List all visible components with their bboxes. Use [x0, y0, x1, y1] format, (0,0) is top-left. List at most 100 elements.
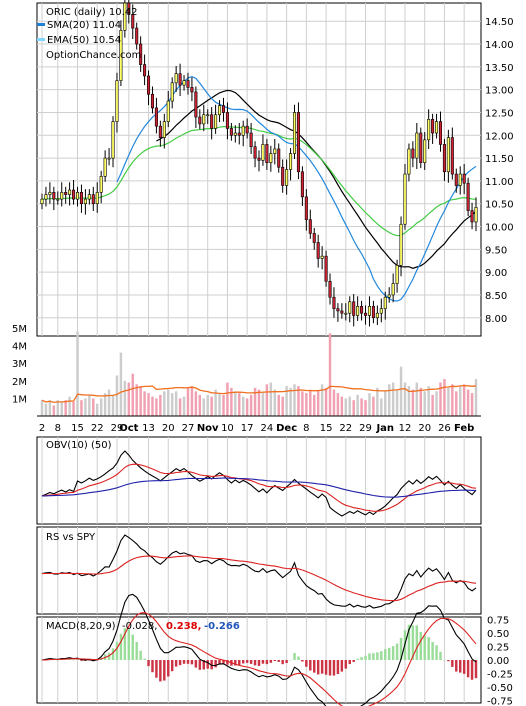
- candle-94: [411, 148, 415, 159]
- candle-78: [348, 301, 352, 314]
- volume-bar-5: [60, 401, 63, 416]
- price-tick-9: 10.00: [485, 223, 514, 234]
- macd-hist-bar-88: [387, 647, 391, 660]
- volume-bar-83: [368, 393, 371, 416]
- legend-swatch-sma: [37, 23, 45, 26]
- volume-bar-23: [131, 373, 134, 416]
- volume-bar-22: [127, 382, 131, 416]
- volume-bar-92: [403, 382, 407, 416]
- candle-77: [344, 312, 348, 315]
- macd-hist-bar-31: [163, 660, 166, 681]
- x-tick-10: 10: [221, 423, 234, 434]
- price-tick-1: 14.00: [485, 40, 514, 51]
- candle-68: [308, 219, 312, 234]
- candle-81: [360, 306, 364, 314]
- candle-98: [427, 119, 431, 141]
- candle-88: [387, 294, 391, 298]
- volume-bar-17: [107, 389, 111, 416]
- volume-bar-94: [411, 389, 415, 416]
- candle-13: [91, 194, 95, 205]
- candle-79: [352, 301, 356, 316]
- volume-bar-4: [56, 400, 60, 416]
- candle-87: [383, 296, 387, 309]
- candle-75: [336, 308, 340, 312]
- volume-bar-90: [395, 389, 399, 416]
- candle-12: [87, 194, 91, 200]
- candle-71: [320, 255, 324, 259]
- x-tick-2: 15: [71, 423, 84, 434]
- volume-bar-9: [76, 331, 79, 416]
- macd-hist-bar-25: [139, 650, 142, 660]
- volume-bar-20: [119, 352, 123, 416]
- macd-hist-bar-80: [356, 658, 359, 660]
- volume-bar-79: [352, 400, 355, 416]
- macd-hist-bar-0: [40, 660, 44, 661]
- volume-bar-101: [439, 382, 442, 416]
- candle-2: [48, 192, 52, 195]
- x-tick-17: 29: [359, 423, 372, 434]
- volume-bar-24: [135, 384, 138, 416]
- candle-66: [300, 171, 304, 198]
- candle-29: [154, 107, 158, 127]
- obv-frame: [36, 436, 482, 525]
- macd-hist-bar-26: [143, 658, 146, 660]
- macd-hist-bar-30: [159, 660, 162, 682]
- price-tick-13: 8.00: [485, 314, 507, 325]
- macd-hist-bar-72: [324, 660, 328, 675]
- macd-hist-bar-34: [174, 660, 178, 667]
- x-tick-14: 8: [303, 423, 309, 434]
- macd-hist-bar-9: [76, 659, 79, 661]
- macd-hist-bar-46: [222, 660, 225, 664]
- macd-hist-bar-82: [364, 655, 367, 660]
- candle-84: [371, 306, 375, 319]
- volume-bar-32: [167, 389, 170, 416]
- macd-hist-bar-91: [399, 637, 403, 660]
- x-tick-0: 2: [39, 423, 45, 434]
- macd-hist-bar-7: [68, 658, 71, 660]
- volume-bar-76: [340, 396, 344, 416]
- volume-bar-60: [277, 394, 280, 416]
- volume-bar-77: [344, 398, 348, 416]
- macd-hist-bar-36: [182, 660, 186, 664]
- volume-bar-42: [206, 394, 209, 416]
- macd-hist-bar-29: [155, 660, 158, 678]
- price-tick-6: 11.50: [485, 154, 514, 165]
- volume-bar-31: [163, 391, 166, 416]
- volume-bar-70: [316, 391, 320, 416]
- volume-bar-58: [269, 382, 273, 416]
- price-tick-7: 11.00: [485, 177, 514, 188]
- volume-bar-7: [68, 396, 71, 416]
- volume-bar-44: [214, 389, 217, 416]
- macd-hist-bar-4: [56, 659, 60, 661]
- macd-line: [41, 593, 477, 706]
- candle-52: [245, 125, 249, 134]
- volume-bar-64: [293, 384, 296, 416]
- volume-bar-26: [143, 391, 146, 416]
- macd-hist-bar-73: [328, 660, 332, 676]
- x-tick-12: 24: [261, 423, 274, 434]
- volume-bar-50: [238, 393, 241, 416]
- volume-bar-102: [443, 379, 446, 416]
- candle-100: [435, 121, 439, 134]
- macd-hist-bar-93: [407, 624, 411, 660]
- macd-hist-bar-64: [293, 652, 296, 660]
- obv-panel: [36, 436, 482, 525]
- candle-96: [419, 132, 423, 163]
- volume-bar-15: [99, 398, 103, 416]
- macd-hist-bar-99: [431, 641, 434, 660]
- macd-hist-value: -0.266: [204, 621, 240, 632]
- candle-26: [143, 64, 147, 77]
- candle-3: [52, 192, 56, 200]
- macd-hist-bar-79: [352, 660, 355, 663]
- candle-51: [241, 125, 245, 136]
- rs-panel: [36, 526, 482, 615]
- candle-74: [332, 296, 336, 309]
- macd-hist-bar-24: [135, 642, 138, 660]
- volume-bar-36: [182, 396, 186, 416]
- macd-hist-bar-103: [447, 660, 450, 662]
- x-tick-9: Nov: [197, 423, 219, 434]
- candle-106: [458, 173, 462, 186]
- volume-bar-69: [313, 394, 316, 416]
- volume-bar-67: [305, 393, 308, 416]
- price-tick-8: 10.50: [485, 200, 514, 211]
